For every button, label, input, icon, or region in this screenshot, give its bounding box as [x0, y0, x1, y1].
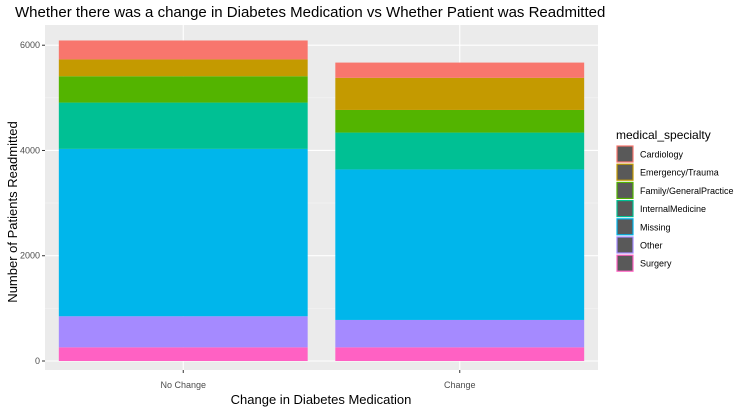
legend-key — [616, 254, 634, 272]
legend-key — [616, 181, 634, 199]
bar-segment — [58, 40, 308, 60]
x-axis: No Change Change — [160, 370, 476, 390]
legend-title: medical_specialty — [616, 128, 711, 142]
bar-segment — [335, 62, 585, 78]
legend-key — [616, 236, 634, 254]
bar-segment — [58, 148, 308, 317]
y-tick-label: 0 — [35, 356, 40, 366]
bar-segment — [58, 102, 308, 149]
legend-key — [616, 218, 634, 236]
y-tick-label: 6000 — [20, 40, 40, 50]
bars — [58, 40, 585, 361]
legend-key — [616, 200, 634, 218]
bar-segment — [58, 76, 308, 103]
bar-segment — [335, 319, 585, 348]
legend-label: Other — [640, 241, 663, 251]
y-tick-label: 4000 — [20, 145, 40, 155]
legend-label: Cardiology — [640, 150, 684, 160]
y-axis: 0 2000 4000 6000 — [20, 40, 45, 366]
x-tick-label: Change — [444, 380, 476, 390]
x-tick-label: No Change — [160, 380, 206, 390]
chart-title: Whether there was a change in Diabetes M… — [15, 4, 605, 21]
legend-key — [616, 145, 634, 163]
legend-label: InternalMedicine — [640, 204, 706, 214]
y-tick-label: 2000 — [20, 251, 40, 261]
x-axis-title: Change in Diabetes Medication — [231, 392, 412, 407]
bar-segment — [335, 109, 585, 133]
legend-label: Family/GeneralPractice — [640, 186, 734, 196]
legend-label: Emergency/Trauma — [640, 168, 719, 178]
bar-segment — [335, 169, 585, 320]
bar-segment — [335, 347, 585, 361]
legend-key — [616, 163, 634, 181]
bar-segment — [58, 59, 308, 77]
bar-segment — [58, 316, 308, 348]
bar-segment — [335, 77, 585, 110]
legend: medical_specialty Cardiology Emergency/Tr… — [616, 128, 734, 272]
bar-segment — [58, 347, 308, 361]
legend-label: Surgery — [640, 259, 672, 269]
bar-segment — [335, 132, 585, 170]
y-axis-title: Number of Patients Readmitted — [5, 121, 20, 302]
legend-label: Missing — [640, 222, 671, 232]
